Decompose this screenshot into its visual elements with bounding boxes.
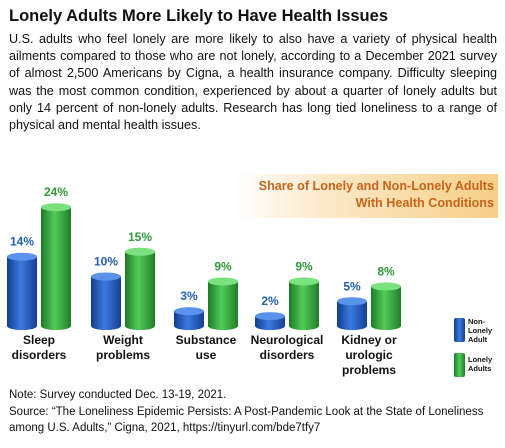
bar-base-non-lonely-2: [174, 322, 204, 330]
legend-lonely-line-2: Adults: [468, 364, 492, 373]
chart-title-line-1: Share of Lonely and Non-Lonely Adults: [258, 179, 494, 193]
data-label-lonely-1: 15%: [128, 230, 152, 244]
data-label-lonely-0: 24%: [44, 185, 68, 199]
data-label-non-lonely-1: 10%: [94, 255, 118, 269]
legend-non-lonely-line-1: Non-: [468, 317, 486, 326]
category-label-1: Weight problems: [78, 333, 168, 363]
chart-title-line-2: With Health Conditions: [355, 196, 494, 210]
bar-lonely-2: [208, 281, 238, 326]
footnote: Note: Survey conducted Dec. 13-19, 2021.: [9, 389, 227, 401]
category-label-0-line-0: Sleep: [22, 333, 55, 347]
bar-top-non-lonely-2: [174, 307, 204, 316]
bar-non-lonely-3: [255, 316, 285, 326]
bar-base-non-lonely-1: [91, 322, 121, 330]
bar-lonely-1: [125, 251, 155, 326]
bar-top-lonely-3: [289, 277, 319, 286]
page-title: Lonely Adults More Likely to Have Health…: [9, 7, 388, 25]
category-label-4: Kidney or urologic problems: [324, 333, 414, 378]
data-label-non-lonely-0: 14%: [10, 235, 34, 249]
bar-non-lonely-0: [7, 256, 37, 326]
category-label-4-line-1: urologic: [345, 348, 393, 362]
bar-top-non-lonely-1: [91, 272, 121, 281]
legend-swatch-lonely: [454, 353, 465, 377]
category-label-0: Sleep disorders: [0, 333, 84, 363]
legend: Non- Lonely Adult Lonely Adults: [454, 316, 500, 382]
bar-top-lonely-2: [208, 277, 238, 286]
bar-non-lonely-2: [174, 311, 204, 326]
intro-paragraph: U.S. adults who feel lonely are more lik…: [9, 32, 497, 133]
bar-non-lonely-4: [337, 301, 367, 326]
bar-lonely-4: [371, 286, 401, 326]
category-label-3-line-1: disorders: [259, 348, 315, 362]
legend-label-lonely: Lonely Adults: [468, 355, 492, 373]
category-label-3-line-0: Neurological: [250, 333, 324, 347]
bar-top-lonely-4: [371, 282, 401, 291]
legend-non-lonely-line-2: Lonely: [468, 326, 493, 335]
category-label-4-line-0: Kidney or: [341, 333, 397, 347]
category-label-0-line-1: disorders: [11, 348, 67, 362]
bar-top-lonely-0: [41, 203, 71, 212]
bar-top-non-lonely-3: [255, 312, 285, 321]
category-label-2-line-0: Substance: [175, 333, 237, 347]
legend-non-lonely-line-3: Adult: [468, 335, 488, 344]
data-label-non-lonely-3: 2%: [261, 294, 279, 308]
bar-lonely-0: [41, 207, 71, 326]
bar-top-non-lonely-0: [7, 252, 37, 261]
bar-base-non-lonely-4: [337, 322, 367, 330]
chart-title: Share of Lonely and Non-Lonely Adults Wi…: [236, 178, 494, 212]
source-citation: Source: “The Loneliness Epidemic Persist…: [9, 406, 484, 434]
bar-base-lonely-4: [371, 322, 401, 330]
data-label-non-lonely-2: 3%: [180, 289, 198, 303]
bar-base-non-lonely-0: [7, 322, 37, 330]
data-label-lonely-3: 9%: [295, 259, 313, 273]
legend-label-non-lonely: Non- Lonely Adult: [468, 317, 492, 344]
data-label-non-lonely-4: 5%: [343, 279, 361, 293]
bar-non-lonely-1: [91, 276, 121, 326]
bar-base-lonely-2: [208, 322, 238, 330]
category-label-1-line-0: Weight: [103, 333, 143, 347]
category-label-4-line-2: problems: [341, 363, 396, 377]
category-label-3: Neurological disorders: [242, 333, 332, 363]
bar-base-non-lonely-3: [255, 322, 285, 330]
bar-top-non-lonely-4: [337, 297, 367, 306]
bar-base-lonely-0: [41, 322, 71, 330]
legend-lonely-line-1: Lonely: [468, 355, 493, 364]
category-label-2-line-1: use: [195, 348, 217, 362]
category-label-2: Substance use: [161, 333, 251, 363]
bar-lonely-3: [289, 281, 319, 326]
bar-base-lonely-3: [289, 322, 319, 330]
category-label-1-line-1: problems: [95, 348, 150, 362]
data-label-lonely-2: 9%: [214, 259, 232, 273]
bar-top-lonely-1: [125, 247, 155, 256]
bar-base-lonely-1: [125, 322, 155, 330]
legend-swatch-non-lonely: [454, 318, 465, 342]
chart-title-band: [236, 174, 498, 218]
data-label-lonely-4: 8%: [377, 264, 395, 278]
